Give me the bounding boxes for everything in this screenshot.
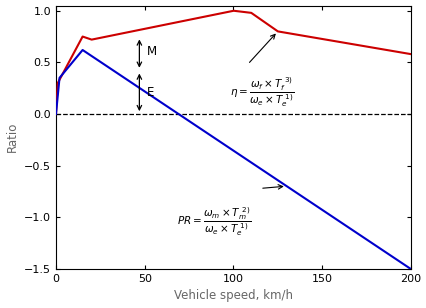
Text: $PR=\dfrac{\omega_m \times T_m^{\ 2)}}{\omega_e \times T_e^{\ 1)}}$: $PR=\dfrac{\omega_m \times T_m^{\ 2)}}{\… (176, 205, 250, 238)
X-axis label: Vehicle speed, km/h: Vehicle speed, km/h (173, 290, 292, 302)
Text: E: E (146, 86, 153, 99)
Text: $\eta=\dfrac{\omega_f \times T_f^{\ 3)}}{\omega_e \times T_e^{\ 1)}}$: $\eta=\dfrac{\omega_f \times T_f^{\ 3)}}… (229, 75, 294, 109)
Y-axis label: Ratio: Ratio (6, 122, 18, 152)
Text: M: M (146, 45, 156, 58)
